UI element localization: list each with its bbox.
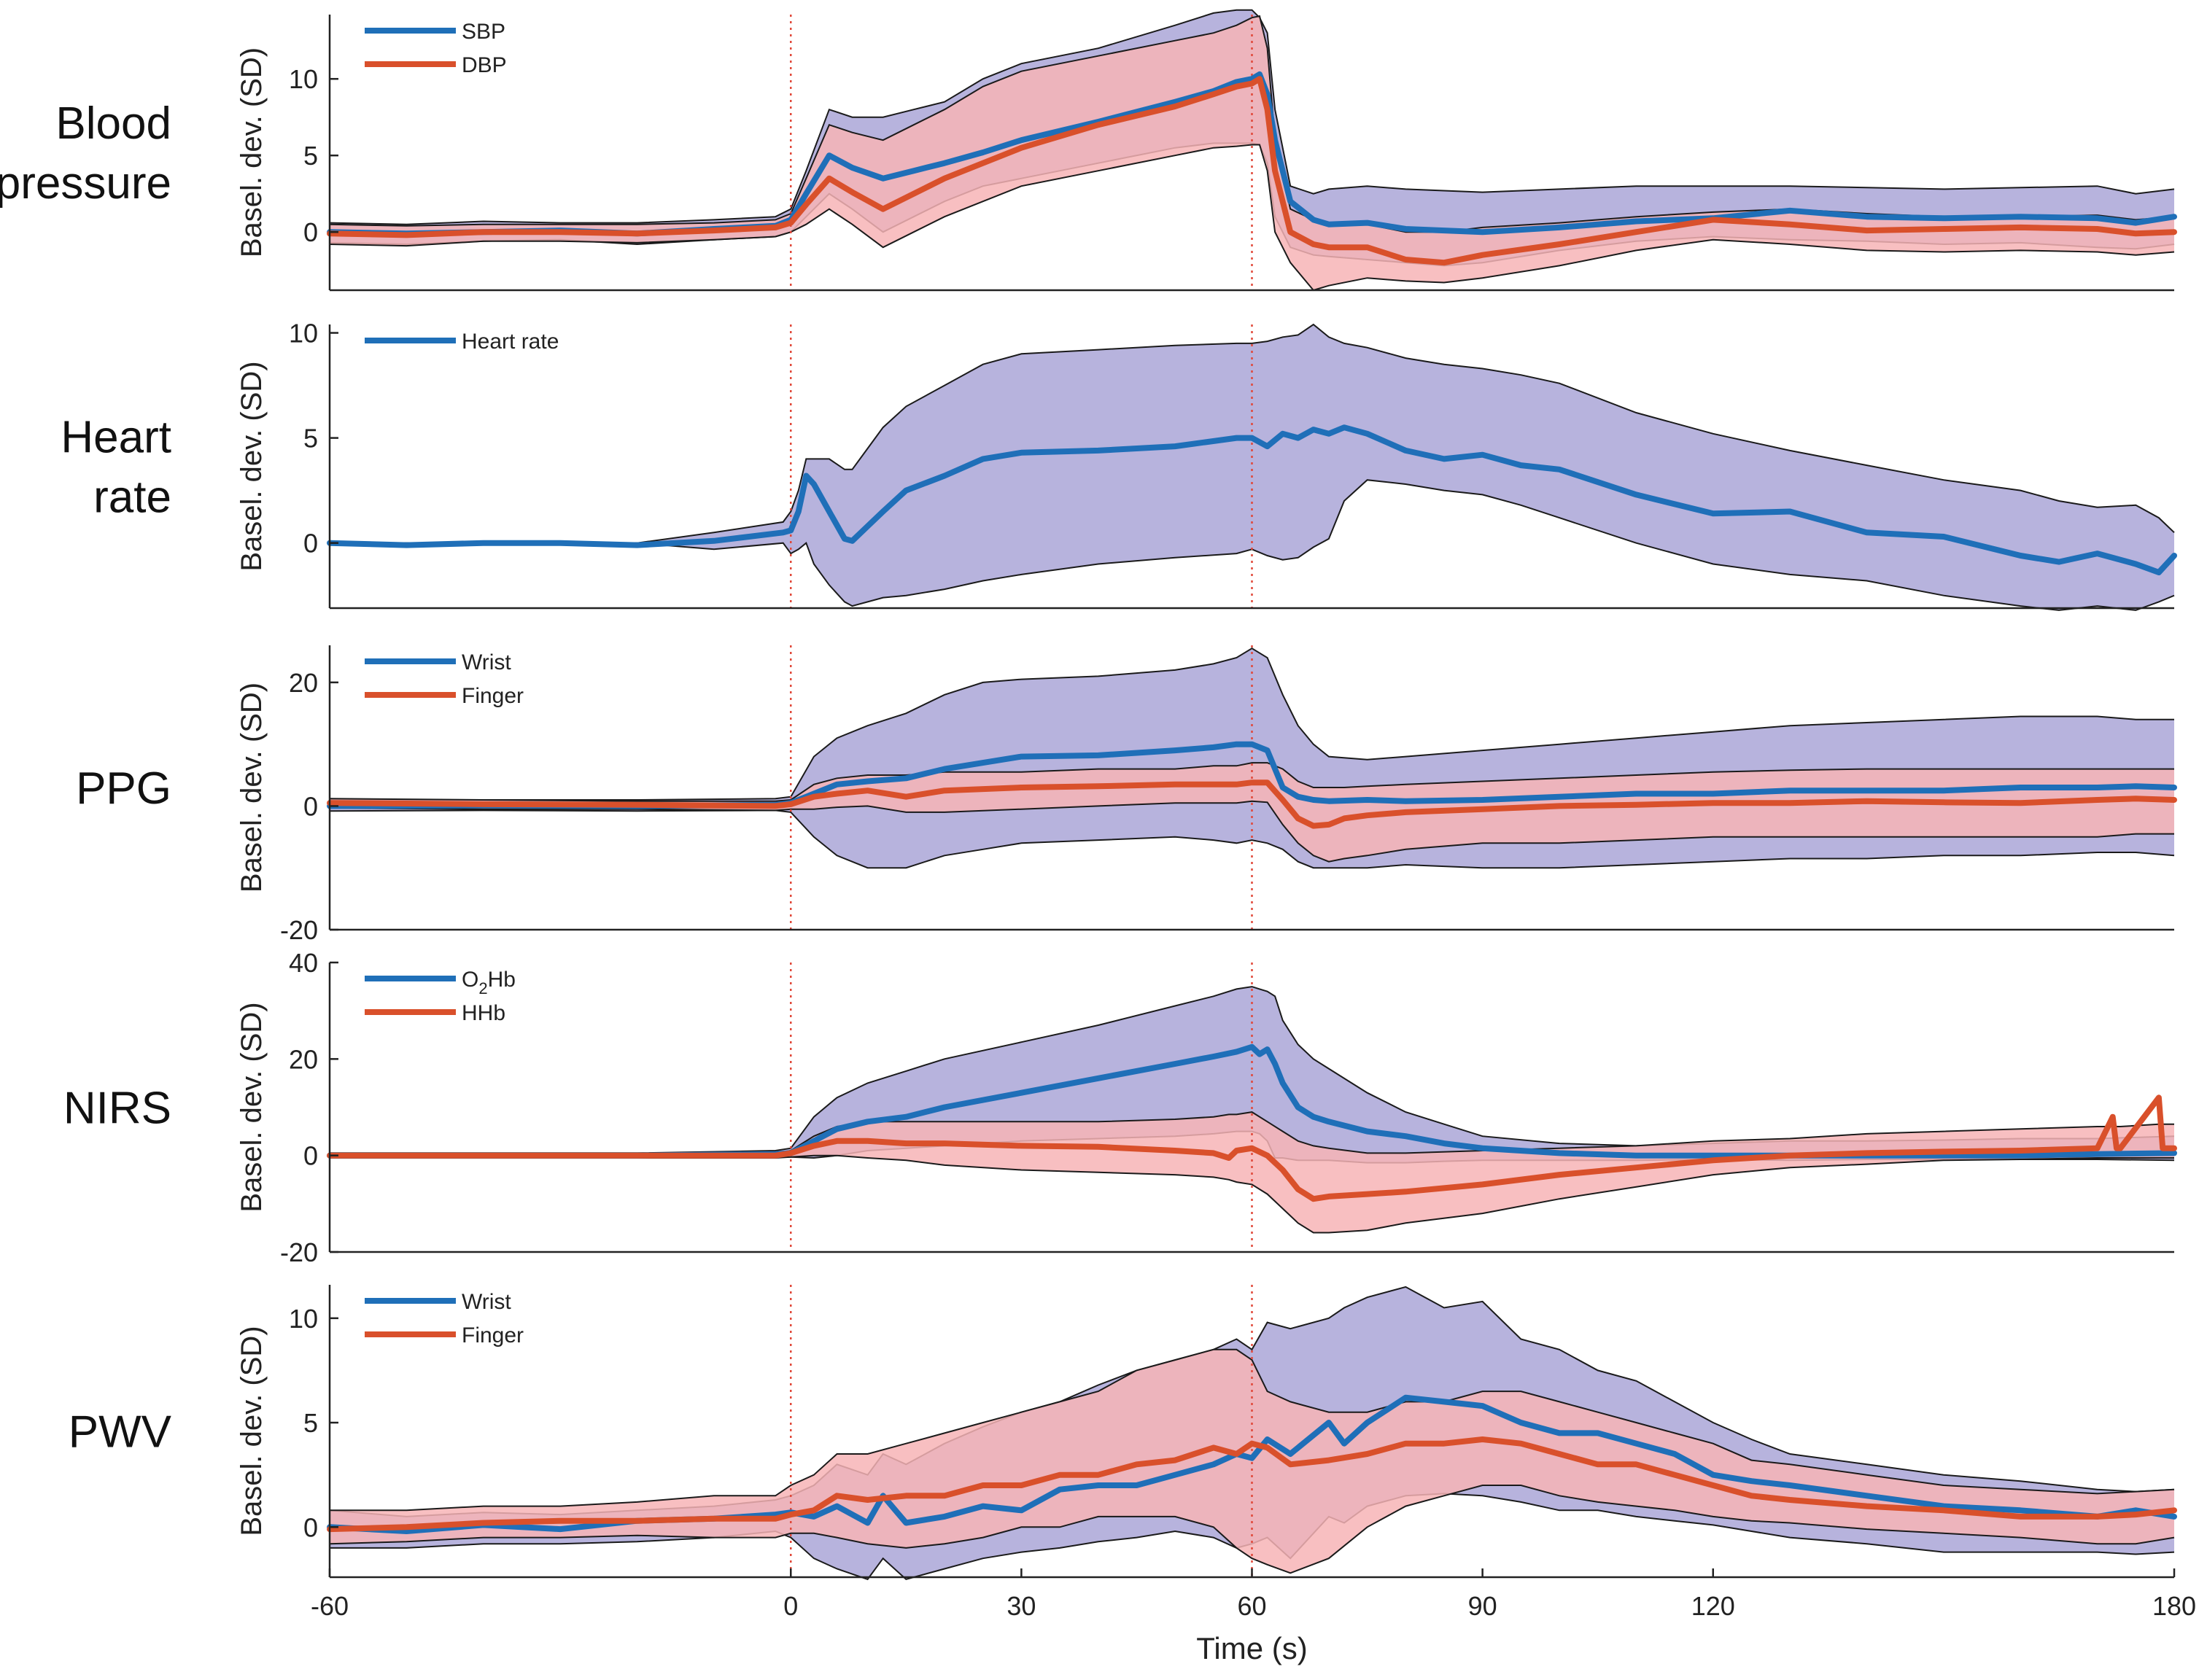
y-axis-label: Basel. dev. (SD) (236, 682, 268, 892)
band-edge-upper (329, 15, 2175, 233)
y-tick-label: 40 (289, 948, 318, 978)
y-tick-label: 20 (289, 1044, 318, 1074)
band-edge-upper (330, 648, 2174, 801)
panel-title: rate (93, 472, 171, 523)
y-tick-label: 10 (289, 64, 318, 94)
y-axis-label: Basel. dev. (SD) (236, 47, 268, 257)
band-edge-lower (329, 1485, 2175, 1574)
y-tick-label: 0 (303, 1512, 318, 1542)
y-tick-label: 0 (303, 529, 318, 559)
y-tick-label: 10 (289, 319, 318, 349)
band-edge-lower (329, 144, 2175, 292)
y-tick-label: 0 (303, 217, 318, 247)
panel-title: pressure (0, 158, 171, 209)
y-axis-label: Basel. dev. (SD) (236, 361, 268, 571)
legend-label: Finger (462, 1323, 524, 1348)
series-line-finger (327, 779, 2177, 829)
band-edge-lower (329, 809, 2175, 869)
legend-label: HHb (462, 1001, 505, 1025)
series-line-hhb (327, 1094, 2177, 1202)
panel-title: Heart (61, 413, 171, 463)
y-tick-label: 10 (289, 1304, 318, 1334)
y-tick-label: 5 (303, 1408, 318, 1438)
y-tick-label: -20 (280, 1237, 318, 1267)
band-edge-upper (329, 9, 2175, 225)
panel-nirs: -20 0 20 40 Basel. dev. (SD) NIRS O2Hb HHb (63, 948, 2177, 1267)
panel-title: PWV (69, 1407, 172, 1458)
panel-blood-pressure: 0 5 10 Basel. dev. (SD) Blood pressure SBP DBP (0, 9, 2177, 292)
panel-heart-rate: 0 5 10 Basel. dev. (SD) Heart rate Heart rate (61, 319, 2177, 611)
legend-label: Finger (462, 684, 524, 708)
x-tick-label: 0 (783, 1591, 798, 1621)
x-tick-label: -60 (311, 1591, 349, 1621)
y-tick-label: 0 (303, 1141, 318, 1171)
series-line-dbp (327, 76, 2177, 266)
band-heart-rate (330, 324, 2174, 610)
series-line-o-hb (327, 1043, 2177, 1159)
series-line-heart-rate (327, 424, 2177, 575)
x-tick-label: 30 (1007, 1591, 1036, 1621)
legend-label: SBP (462, 20, 505, 44)
y-axis-label: Basel. dev. (SD) (236, 1326, 268, 1536)
series-line-wrist (327, 741, 2177, 809)
y-tick-label: -20 (280, 915, 318, 945)
y-tick-label: 20 (289, 668, 318, 698)
band-hhb (330, 1112, 2174, 1233)
x-tick-label: 90 (1468, 1591, 1497, 1621)
legend-label: O2Hb (462, 968, 516, 998)
panel-title: PPG (76, 763, 171, 814)
panel-title: NIRS (63, 1084, 171, 1134)
legend-label: DBP (462, 53, 507, 77)
legend-label: Heart rate (462, 330, 559, 354)
series-line-finger (327, 1436, 2177, 1533)
panel-title: Blood (55, 98, 171, 149)
band-edge-upper (329, 762, 2174, 802)
x-tick-label: 120 (1691, 1591, 1735, 1621)
x-tick-label: 180 (2152, 1591, 2196, 1621)
band-edge-lower (329, 800, 2174, 863)
y-tick-label: 5 (303, 424, 318, 454)
panel-pwv: 0 5 10 -60 0 30 60 90 120 180 Time (s) Basel. dev. … (69, 1285, 2196, 1665)
x-axis-label: Time (s) (1196, 1631, 1307, 1665)
band-edge-upper (330, 1348, 2175, 1512)
band-edge-upper (330, 323, 2175, 544)
legend-label: Wrist (462, 1290, 511, 1314)
y-tick-label: 5 (303, 141, 318, 171)
y-tick-label: 0 (303, 791, 318, 821)
x-tick-label: 60 (1237, 1591, 1266, 1621)
y-axis-label: Basel. dev. (SD) (236, 1002, 268, 1212)
panel-ppg: -20 0 20 Basel. dev. (SD) PPG Wrist Finger (76, 645, 2177, 945)
legend-label: Wrist (462, 650, 511, 674)
band-edge-lower (330, 1154, 2174, 1234)
